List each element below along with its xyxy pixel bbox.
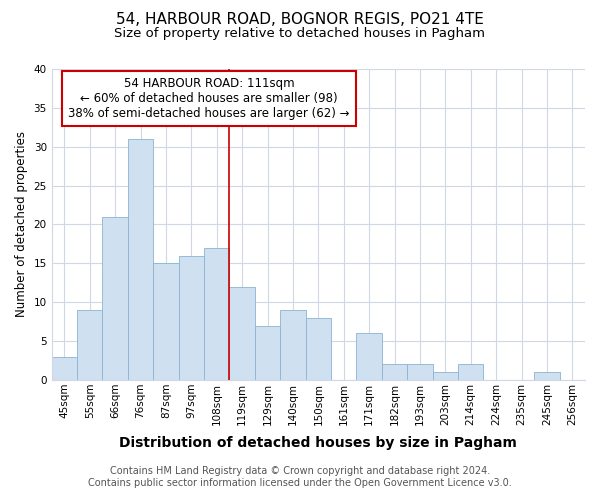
Bar xyxy=(153,264,179,380)
Bar xyxy=(382,364,407,380)
Bar xyxy=(52,356,77,380)
Bar xyxy=(77,310,103,380)
Bar xyxy=(458,364,484,380)
Bar xyxy=(229,286,255,380)
Bar xyxy=(280,310,305,380)
Bar xyxy=(305,318,331,380)
Bar xyxy=(179,256,204,380)
Bar xyxy=(534,372,560,380)
Bar xyxy=(356,334,382,380)
X-axis label: Distribution of detached houses by size in Pagham: Distribution of detached houses by size … xyxy=(119,436,517,450)
Bar xyxy=(255,326,280,380)
Text: Size of property relative to detached houses in Pagham: Size of property relative to detached ho… xyxy=(115,28,485,40)
Bar xyxy=(204,248,229,380)
Text: 54, HARBOUR ROAD, BOGNOR REGIS, PO21 4TE: 54, HARBOUR ROAD, BOGNOR REGIS, PO21 4TE xyxy=(116,12,484,28)
Bar xyxy=(433,372,458,380)
Text: Contains HM Land Registry data © Crown copyright and database right 2024.
Contai: Contains HM Land Registry data © Crown c… xyxy=(88,466,512,487)
Bar xyxy=(103,216,128,380)
Bar xyxy=(128,139,153,380)
Text: 54 HARBOUR ROAD: 111sqm
← 60% of detached houses are smaller (98)
38% of semi-de: 54 HARBOUR ROAD: 111sqm ← 60% of detache… xyxy=(68,77,350,120)
Bar xyxy=(407,364,433,380)
Y-axis label: Number of detached properties: Number of detached properties xyxy=(15,132,28,318)
